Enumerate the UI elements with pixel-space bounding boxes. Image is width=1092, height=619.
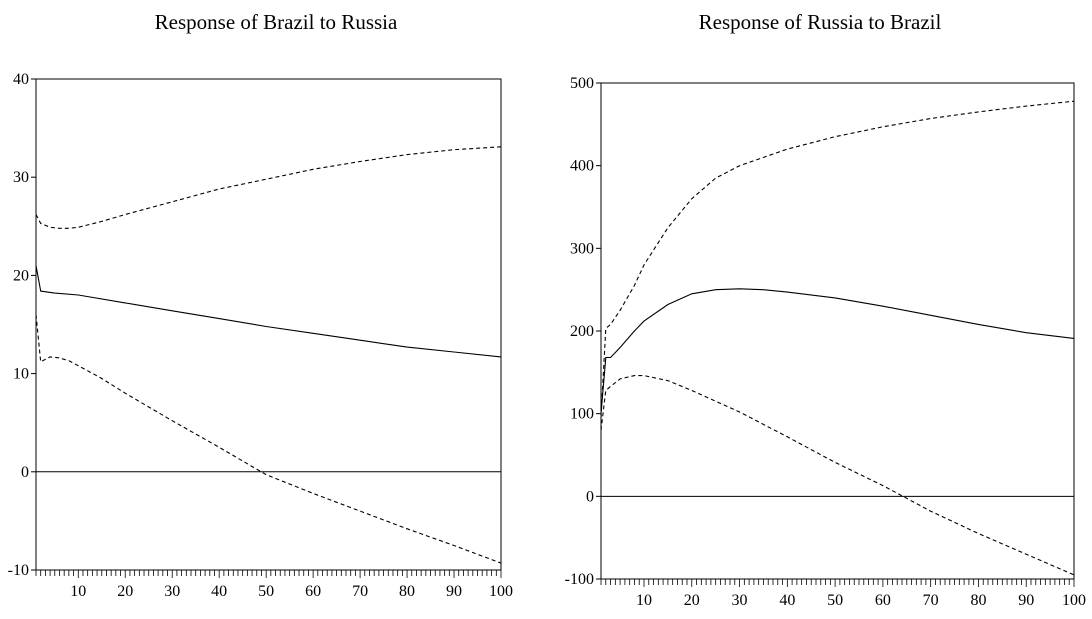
x-tick-label: 30	[164, 583, 180, 600]
y-tick-label: 10	[13, 366, 29, 383]
y-tick-label: 500	[570, 75, 594, 92]
upper-confidence-band-line	[600, 100, 1075, 418]
y-tick-label: 200	[570, 323, 594, 340]
x-tick-label: 40	[211, 583, 227, 600]
y-tick-label: 30	[13, 169, 29, 186]
x-tick-label: 60	[305, 583, 321, 600]
x-tick-label: 30	[732, 592, 748, 609]
x-tick-label: 100	[489, 583, 513, 600]
lower-confidence-band-line	[35, 314, 502, 564]
y-tick-label: 40	[13, 71, 29, 88]
y-tick-label: 400	[570, 158, 594, 175]
x-tick-label: 50	[827, 592, 843, 609]
y-tick-label: 0	[586, 488, 594, 505]
x-tick-label: 40	[779, 592, 795, 609]
y-tick-label: 0	[21, 464, 29, 481]
y-tick-label: 300	[570, 240, 594, 257]
chart-svg-right: -100 0 100 200 300 400 500 10 20 30 40 50 60 70 80 90 10…	[565, 75, 1086, 609]
y-tick-label: -10	[8, 562, 29, 579]
x-tick-label: 90	[446, 583, 462, 600]
x-tick-label: 50	[258, 583, 274, 600]
x-tick-label: 90	[1018, 592, 1034, 609]
x-tick-label: 10	[70, 583, 86, 600]
x-tick-label: 20	[117, 583, 133, 600]
impulse-response-line	[600, 288, 1075, 414]
x-tick-label: 60	[875, 592, 891, 609]
x-tick-label: 10	[636, 592, 652, 609]
chart-panel-left: Response of Brazil to Russia -10 0 10 20 30 4…	[8, 10, 513, 600]
plot-frame	[35, 78, 502, 571]
chart-panel-right: Response of Russia to Brazil -100 0 100 200…	[546, 0, 1092, 619]
upper-confidence-band-line	[35, 146, 502, 229]
chart-title-right: Response of Russia to Brazil	[698, 10, 942, 34]
y-tick-label: 100	[570, 406, 594, 423]
y-tick-label: -100	[565, 571, 594, 588]
x-tick-label: 20	[684, 592, 700, 609]
x-tick-label: 80	[970, 592, 986, 609]
x-tick-label: 100	[1062, 592, 1086, 609]
impulse-response-line	[35, 265, 502, 358]
x-tick-label: 80	[399, 583, 415, 600]
y-tick-label: 20	[13, 267, 29, 284]
lower-confidence-band-line	[600, 375, 1075, 576]
chart-svg-left: -10 0 10 20 30 40 10 20 30 40 50 60 70 80 90 100	[8, 71, 513, 600]
x-tick-label: 70	[352, 583, 368, 600]
plot-frame	[600, 82, 1075, 580]
chart-title-left: Response of Brazil to Russia	[154, 10, 398, 34]
x-tick-label: 70	[923, 592, 939, 609]
